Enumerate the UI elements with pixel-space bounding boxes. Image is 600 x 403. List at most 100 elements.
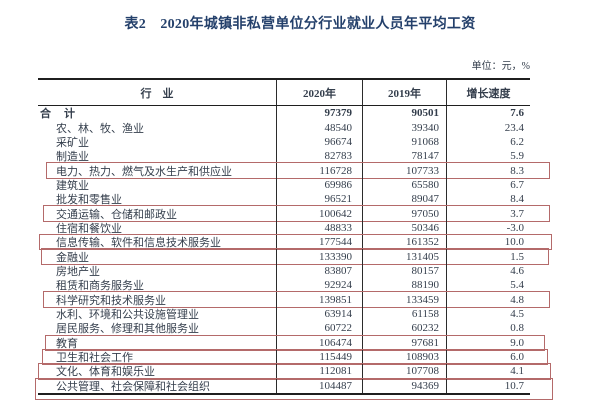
cell-growth: 4.6: [510, 264, 524, 277]
table-row: 制造业 82783 78147 5.9: [38, 149, 530, 164]
cell-v2019: 80157: [363, 263, 447, 279]
cell-v2019: 97050: [363, 206, 447, 221]
cell-industry: 交通运输、仓储和邮政业: [38, 206, 277, 221]
cell-v2020: 96521: [277, 192, 363, 207]
cell-v2020: 83807: [277, 263, 363, 279]
cell-growth: 4.5: [510, 307, 524, 320]
cell-industry: 文化、体育和娱乐业: [38, 364, 277, 379]
column-header-2: 2019年: [363, 80, 447, 105]
cell-v2019: 90501: [363, 106, 447, 121]
cell-v2020: 177544: [277, 235, 363, 250]
cell-v2019: 50346: [363, 220, 447, 236]
column-header-0: 行 业: [38, 80, 277, 105]
cell-industry: 农、林、牧、渔业: [38, 120, 277, 135]
cell-v2019: 161352: [363, 235, 447, 250]
cell-v2020: 63914: [277, 306, 363, 322]
cell-v2019: 131405: [363, 249, 447, 264]
cell-v2020: 60722: [277, 321, 363, 336]
cell-growth: 6.7: [510, 178, 524, 191]
cell-industry: 租赁和商务服务业: [38, 278, 277, 293]
cell-v2020: 116728: [277, 163, 363, 178]
cell-industry: 居民服务、修理和其他服务业: [38, 321, 277, 336]
table-row: 住宿和餐饮业 48833 50346 -3.0: [38, 220, 530, 236]
table-row: 电力、热力、燃气及水生产和供应业 116728 107733 8.3: [38, 162, 550, 180]
table-row: 租赁和商务服务业 92924 88190 5.4: [38, 278, 530, 293]
cell-industry: 批发和零售业: [38, 192, 277, 207]
cell-growth: 1.5: [510, 250, 524, 263]
table-body: 合 计 97379 90501 7.6 农、林、牧、渔业 48540 39340 23.4 采矿…: [35, 106, 553, 401]
table-row: 房地产业 83807 80157 4.6: [38, 263, 530, 279]
cell-industry: 卫生和社会工作: [38, 349, 277, 365]
cell-v2019: 97681: [363, 335, 447, 350]
cell-industry: 制造业: [38, 149, 277, 164]
table-row: 公共管理、社会保障和社会组织 104487 94369 10.7: [35, 377, 553, 401]
cell-v2020: 104487: [277, 378, 363, 393]
table-row: 信息传输、软件和信息技术服务业 177544 161352 10.0: [38, 234, 552, 251]
cell-v2019: 60232: [363, 321, 447, 336]
cell-v2019: 108903: [363, 349, 447, 365]
cell-industry: 教育: [38, 335, 277, 350]
cell-industry: 房地产业: [38, 263, 277, 279]
cell-v2019: 94369: [363, 378, 447, 393]
cell-growth: 3.7: [510, 207, 524, 220]
page-title: 表2 2020年城镇非私营单位分行业就业人员年平均工资: [124, 17, 476, 32]
table-row: 建筑业 69986 65580 6.7: [38, 177, 530, 193]
table-row: 卫生和社会工作 115449 108903 6.0: [38, 348, 548, 366]
table-row: 教育 106474 97681 9.0: [38, 334, 545, 352]
table-row: 科学研究和技术服务业 139851 133459 4.8: [38, 291, 550, 309]
cell-growth: 5.9: [510, 150, 524, 163]
cell-v2019: 107708: [363, 364, 447, 379]
cell-growth: 4.1: [510, 365, 524, 378]
cell-growth: -3.0: [506, 221, 524, 234]
cell-industry: 水利、环境和公共设施管理业: [38, 306, 277, 322]
table-row: 采矿业 96674 91068 6.2: [38, 134, 530, 150]
column-header-1: 2020年: [277, 80, 363, 105]
cell-growth: 10.0: [504, 236, 524, 249]
cell-v2019: 65580: [363, 177, 447, 193]
cell-v2020: 139851: [277, 292, 363, 307]
cell-v2020: 100642: [277, 206, 363, 221]
cell-industry: 金融业: [38, 249, 277, 264]
cell-growth: 23.4: [504, 121, 524, 134]
cell-industry: 建筑业: [38, 177, 277, 193]
cell-v2020: 82783: [277, 149, 363, 164]
cell-v2019: 39340: [363, 120, 447, 135]
cell-v2019: 88190: [363, 278, 447, 293]
cell-v2020: 48540: [277, 120, 363, 135]
cell-industry: 科学研究和技术服务业: [38, 292, 277, 307]
table-row: 文化、体育和娱乐业 112081 107708 4.1: [38, 363, 551, 380]
cell-growth: 4.8: [510, 293, 524, 306]
table-row: 合 计 97379 90501 7.6: [38, 106, 530, 121]
cell-growth: 10.7: [504, 379, 524, 392]
cell-v2019: 78147: [363, 149, 447, 164]
cell-v2020: 69986: [277, 177, 363, 193]
cell-growth: 7.6: [510, 107, 524, 120]
wage-table: 行 业 2020年 2019年 增长速度 合 计 97379 90501 7.6 农、林、牧、…: [35, 78, 553, 401]
cell-v2019: 107733: [363, 163, 447, 178]
cell-v2020: 96674: [277, 134, 363, 150]
table-row: 金融业 133390 131405 1.5: [38, 248, 549, 266]
cell-industry: 信息传输、软件和信息技术服务业: [38, 235, 277, 250]
cell-v2020: 92924: [277, 278, 363, 293]
cell-growth: 6.0: [510, 351, 524, 364]
cell-growth: 5.4: [510, 279, 524, 292]
cell-growth: 9.0: [510, 336, 524, 349]
table-row: 批发和零售业 96521 89047 8.4: [38, 192, 530, 207]
table-row: 交通运输、仓储和邮政业 100642 97050 3.7: [38, 205, 550, 223]
unit-label: 单位：元，%: [471, 61, 530, 72]
cell-v2020: 48833: [277, 220, 363, 236]
cell-growth: 8.4: [510, 193, 524, 206]
table-row: 居民服务、修理和其他服务业 60722 60232 0.8: [38, 321, 530, 336]
cell-industry: 公共管理、社会保障和社会组织: [38, 378, 277, 393]
cell-industry: 采矿业: [38, 134, 277, 150]
table-row: 水利、环境和公共设施管理业 63914 61158 4.5: [38, 306, 530, 322]
column-header-3: 增长速度: [466, 87, 511, 100]
cell-v2020: 115449: [277, 349, 363, 365]
table-row: 农、林、牧、渔业 48540 39340 23.4: [38, 120, 530, 135]
cell-v2020: 133390: [277, 249, 363, 264]
cell-industry: 住宿和餐饮业: [38, 220, 277, 236]
cell-growth: 6.2: [510, 135, 524, 148]
cell-v2019: 89047: [363, 192, 447, 207]
cell-v2020: 97379: [277, 106, 363, 121]
